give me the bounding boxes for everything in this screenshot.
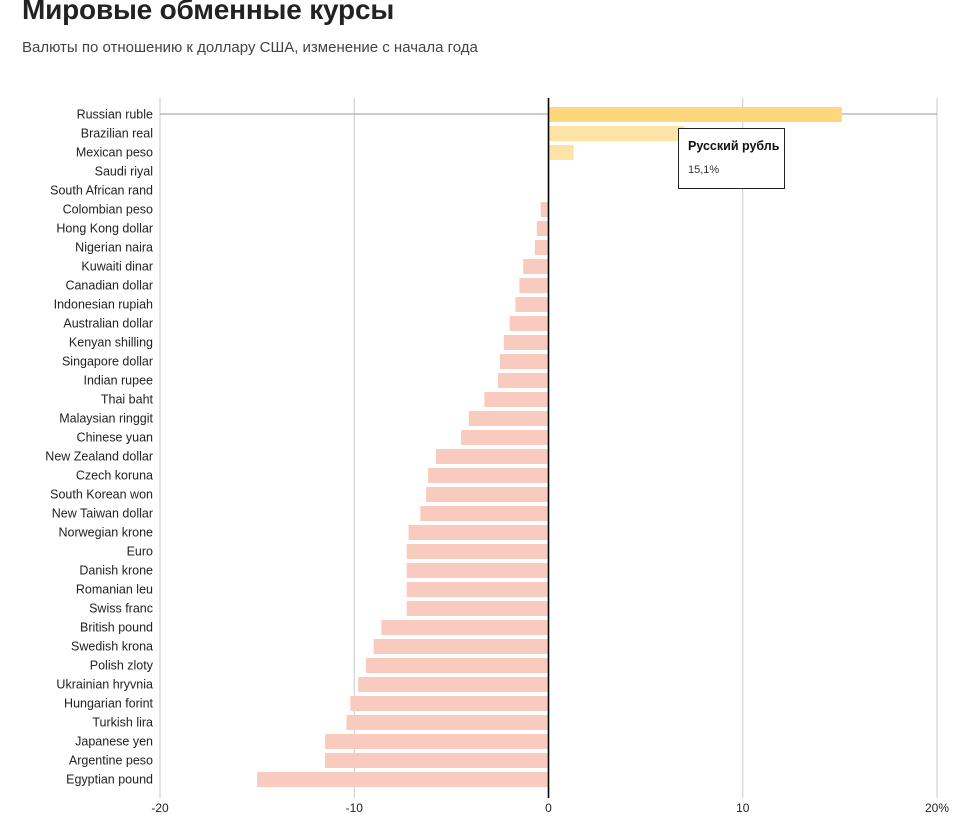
bar[interactable]	[325, 734, 549, 749]
bar[interactable]	[523, 259, 549, 274]
axes: -20 -10 0 10 20%	[151, 98, 949, 815]
x-tick-label: 0	[545, 801, 552, 815]
bar[interactable]	[346, 715, 549, 730]
bar[interactable]	[420, 506, 549, 521]
bar[interactable]	[435, 449, 549, 464]
bar[interactable]	[428, 468, 549, 483]
category-label: Chinese yuan	[77, 431, 153, 445]
bar[interactable]	[548, 107, 842, 122]
page-subtitle: Валюты по отношению к доллару США, измен…	[22, 39, 478, 56]
category-label: Russian ruble	[77, 108, 153, 122]
bar[interactable]	[350, 696, 549, 711]
bar[interactable]	[515, 297, 549, 312]
category-label: Egyptian pound	[66, 773, 153, 787]
bar[interactable]	[548, 126, 685, 141]
bar[interactable]	[373, 639, 549, 654]
category-label: South Korean won	[50, 488, 153, 502]
bar[interactable]	[468, 411, 549, 426]
category-label: New Taiwan dollar	[52, 507, 153, 521]
category-label: Singapore dollar	[62, 355, 153, 369]
bar[interactable]	[503, 335, 549, 350]
category-label: Swiss franc	[89, 602, 153, 616]
category-label: Polish zloty	[90, 659, 154, 673]
category-label: Hungarian forint	[64, 697, 153, 711]
category-label: Saudi riyal	[95, 165, 153, 179]
category-label: South African rand	[50, 184, 153, 198]
category-label: Mexican peso	[76, 146, 153, 160]
bar[interactable]	[461, 430, 549, 445]
x-tick-label: -20	[151, 801, 169, 815]
bar[interactable]	[406, 601, 549, 616]
category-labels: Russian ruble Brazilian real Mexican peso S…	[45, 108, 153, 787]
bar[interactable]	[381, 620, 549, 635]
bar[interactable]	[325, 753, 549, 768]
category-label: Hong Kong dollar	[56, 222, 153, 236]
category-label: Indian rupee	[83, 374, 153, 388]
category-label: Colombian peso	[63, 203, 153, 217]
category-label: Argentine peso	[69, 754, 153, 768]
bar[interactable]	[365, 658, 549, 673]
bar[interactable]	[358, 677, 549, 692]
bar[interactable]	[484, 392, 549, 407]
category-label: Indonesian rupiah	[54, 298, 153, 312]
bar[interactable]	[536, 221, 549, 236]
category-label: New Zealand dollar	[45, 450, 153, 464]
tooltip-title: Русский рубль	[688, 139, 780, 153]
page-title: Мировые обменные курсы	[22, 0, 395, 25]
category-label: Danish krone	[79, 564, 153, 578]
bar[interactable]	[519, 278, 549, 293]
x-tick-label: -10	[346, 801, 364, 815]
category-label: Ukrainian hryvnia	[56, 678, 153, 692]
category-label: Czech koruna	[76, 469, 153, 483]
bar[interactable]	[499, 354, 549, 369]
category-label: Brazilian real	[81, 127, 153, 141]
bar[interactable]	[540, 202, 549, 217]
category-label: Thai baht	[101, 393, 154, 407]
category-label: Japanese yen	[75, 735, 153, 749]
category-label: Kenyan shilling	[69, 336, 153, 350]
category-label: Kuwaiti dinar	[81, 260, 153, 274]
x-tick-label: 20%	[925, 801, 949, 815]
category-label: Swedish krona	[71, 640, 153, 654]
bar[interactable]	[497, 373, 549, 388]
bars	[257, 107, 842, 787]
bar[interactable]	[406, 563, 549, 578]
bar[interactable]	[257, 772, 549, 787]
x-tick-label: 10	[736, 801, 750, 815]
category-label: Australian dollar	[63, 317, 153, 331]
category-label: Canadian dollar	[65, 279, 153, 293]
bar[interactable]	[509, 316, 549, 331]
category-label: Euro	[127, 545, 153, 559]
bar[interactable]	[406, 582, 549, 597]
tooltip-value: 15,1%	[688, 164, 720, 176]
category-label: Norwegian krone	[59, 526, 154, 540]
bar[interactable]	[534, 240, 549, 255]
bar[interactable]	[408, 525, 549, 540]
bar[interactable]	[548, 145, 574, 160]
category-label: Turkish lira	[92, 716, 153, 730]
category-label: British pound	[80, 621, 153, 635]
bar[interactable]	[406, 544, 549, 559]
category-label: Romanian leu	[76, 583, 153, 597]
category-label: Malaysian ringgit	[59, 412, 153, 426]
hover-tooltip: Русский рубль 15,1%	[678, 128, 785, 189]
category-label: Nigerian naira	[75, 241, 153, 255]
bar[interactable]	[426, 487, 549, 502]
